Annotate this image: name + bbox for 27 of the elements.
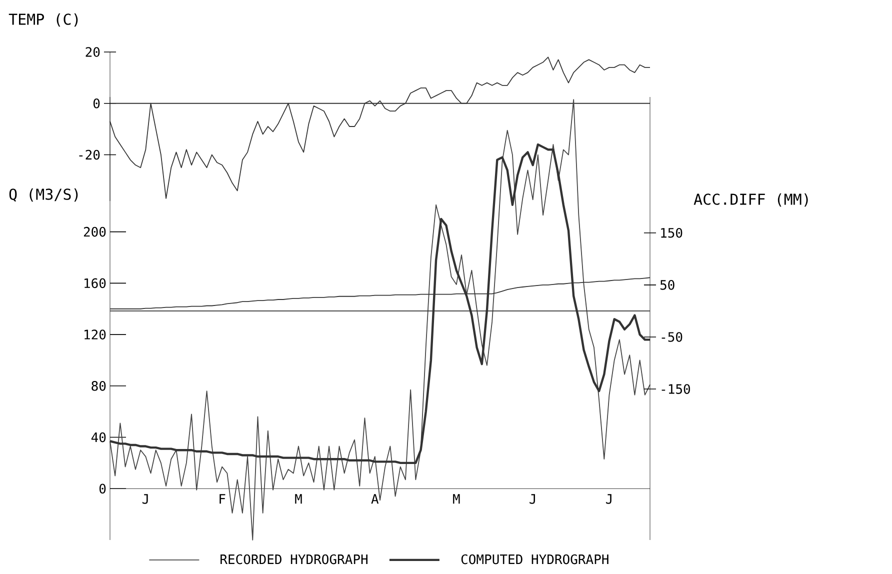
line-series xyxy=(110,56,650,199)
legend-label: RECORDED HYDROGRAPH xyxy=(220,554,368,564)
y-tick-label: 40 xyxy=(91,432,106,442)
y-tick-label: 0 xyxy=(93,98,100,108)
x-tick-label: J xyxy=(142,494,148,504)
x-tick-label: M xyxy=(295,494,302,504)
y-tick-label: 0 xyxy=(99,484,106,494)
y-tick-label: 20 xyxy=(86,47,100,57)
line-series xyxy=(110,99,650,540)
y2-tick-label: 50 xyxy=(660,280,674,290)
y2-axis-title: ACC.DIFF (MM) xyxy=(694,193,808,207)
x-tick-label: J xyxy=(606,494,612,504)
x-tick-label: A xyxy=(371,494,379,504)
y2-tick-label: 150 xyxy=(661,228,682,238)
y-tick-label: -20 xyxy=(79,150,100,160)
y-axis-title: TEMP (C) xyxy=(8,13,78,27)
y-tick-label: 200 xyxy=(84,226,106,237)
legend-label: COMPUTED HYDROGRAPH xyxy=(461,554,608,564)
x-tick-label: F xyxy=(220,494,226,504)
y2-tick-label: -50 xyxy=(662,332,682,342)
y-tick-label: 80 xyxy=(92,381,106,391)
y-tick-label: 160 xyxy=(84,278,106,288)
y-axis-title: Q (M3/S) xyxy=(9,188,78,202)
x-tick-label: M xyxy=(453,494,460,504)
y2-tick-label: -150 xyxy=(662,384,690,394)
x-tick-label: J xyxy=(530,494,535,504)
y-tick-label: 120 xyxy=(84,330,106,340)
